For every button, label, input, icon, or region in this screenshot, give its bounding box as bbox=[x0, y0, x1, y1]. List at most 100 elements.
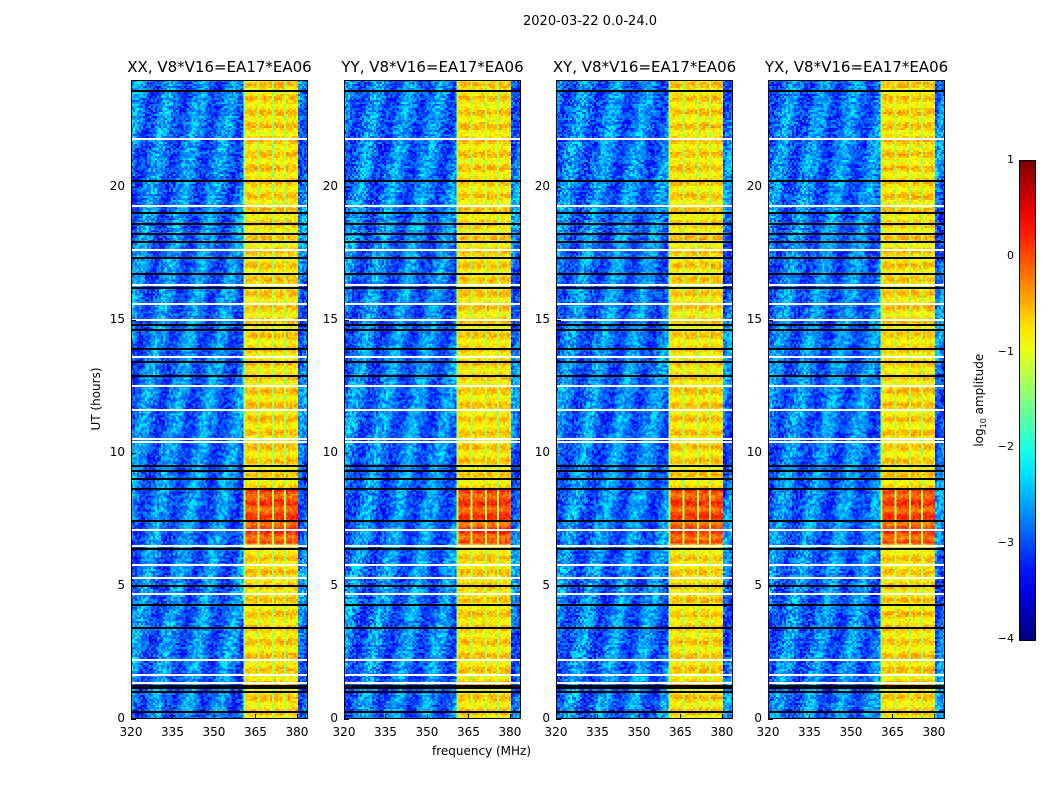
y-tick-label: 15 bbox=[109, 311, 125, 326]
data-gap-row bbox=[131, 284, 308, 286]
flagged-row bbox=[344, 180, 521, 183]
flagged-row bbox=[768, 691, 945, 694]
x-tick-mark bbox=[809, 714, 811, 719]
data-gap-row bbox=[131, 385, 308, 388]
flagged-row bbox=[344, 584, 521, 587]
colorbar-tick-label: −2 bbox=[997, 440, 1014, 454]
flagged-row bbox=[344, 233, 521, 236]
flagged-row bbox=[344, 603, 521, 606]
flagged-row bbox=[344, 273, 521, 276]
flagged-row bbox=[344, 89, 521, 92]
data-gap-row bbox=[768, 302, 945, 305]
flagged-row bbox=[344, 478, 521, 481]
flagged-row bbox=[768, 273, 945, 276]
flagged-row bbox=[768, 257, 945, 260]
y-tick-label: 10 bbox=[322, 444, 338, 459]
data-gap-row bbox=[768, 284, 945, 286]
x-tick-mark bbox=[721, 714, 723, 719]
colorbar-tick-label: −1 bbox=[997, 344, 1014, 358]
data-gap-row bbox=[131, 576, 308, 579]
flagged-row bbox=[556, 286, 733, 289]
x-tick-mark bbox=[255, 714, 257, 719]
flagged-row bbox=[768, 711, 945, 714]
flagged-row bbox=[131, 684, 308, 687]
axes-frame bbox=[768, 80, 945, 719]
flagged-row bbox=[131, 212, 308, 215]
data-gap-row bbox=[131, 409, 308, 412]
heatmap-panel: YX, V8*V16=EA17*EA06 320 335 350 365 380 0 5 10 1… bbox=[747, 58, 948, 739]
data-gap-row bbox=[131, 441, 308, 444]
flagged-row bbox=[556, 212, 733, 215]
flagged-row bbox=[768, 89, 945, 92]
y-tick-label: 5 bbox=[754, 577, 762, 592]
data-gap-row bbox=[556, 409, 733, 412]
x-tick-label: 320 bbox=[756, 725, 780, 739]
flagged-row bbox=[556, 627, 733, 630]
data-gap-row bbox=[556, 528, 733, 531]
panel-title: YY, V8*V16=EA17*EA06 bbox=[341, 58, 524, 76]
colorbar-tick-label: 1 bbox=[1007, 153, 1014, 166]
x-tick-label: 320 bbox=[119, 725, 143, 739]
y-tick-mark bbox=[768, 719, 773, 720]
y-tick-mark bbox=[768, 452, 773, 454]
y-tick-label: 0 bbox=[117, 711, 125, 725]
flagged-row bbox=[131, 627, 308, 630]
x-tick-mark bbox=[638, 714, 640, 719]
data-gap-row bbox=[768, 528, 945, 531]
flagged-row bbox=[556, 470, 733, 473]
y-tick-mark bbox=[344, 719, 349, 720]
flagged-row bbox=[768, 180, 945, 183]
y-tick-label: 0 bbox=[330, 711, 338, 725]
data-gap-row bbox=[131, 528, 308, 531]
data-gap-row bbox=[131, 659, 308, 662]
flagged-row bbox=[768, 470, 945, 473]
data-gap-row bbox=[131, 205, 308, 208]
y-tick-label: 20 bbox=[534, 178, 550, 193]
y-tick-label: 10 bbox=[746, 444, 762, 459]
flagged-row bbox=[556, 691, 733, 694]
y-tick-label: 20 bbox=[746, 178, 762, 193]
data-gap-row bbox=[556, 544, 733, 547]
flagged-row bbox=[131, 222, 308, 225]
y-tick-label: 15 bbox=[322, 311, 338, 326]
flagged-row bbox=[768, 603, 945, 606]
flagged-row bbox=[556, 180, 733, 183]
flagged-row bbox=[344, 323, 521, 326]
data-gap-row bbox=[768, 563, 945, 566]
y-tick-mark bbox=[556, 719, 561, 720]
y-tick-label: 10 bbox=[534, 444, 550, 459]
flagged-row bbox=[556, 711, 733, 714]
data-gap-row bbox=[344, 318, 521, 321]
flagged-row bbox=[768, 374, 945, 377]
data-gap-row bbox=[131, 318, 308, 321]
flagged-row bbox=[556, 329, 733, 332]
flagged-row bbox=[768, 687, 945, 690]
heatmap-panel: XX, V8*V16=EA17*EA06 320 335 350 365 380 0 5 10 1… bbox=[110, 58, 312, 739]
panel-title: YX, V8*V16=EA17*EA06 bbox=[764, 58, 949, 76]
data-gap-row bbox=[556, 682, 733, 685]
y-tick-mark bbox=[131, 585, 136, 587]
x-tick-label: 365 bbox=[457, 725, 480, 739]
x-tick-mark bbox=[385, 714, 387, 719]
data-gap-row bbox=[131, 563, 308, 566]
data-gap-row bbox=[344, 659, 521, 662]
flagged-row bbox=[131, 347, 308, 350]
data-gap-row bbox=[344, 284, 521, 286]
heatmap-image bbox=[768, 80, 945, 719]
flagged-row bbox=[131, 487, 308, 490]
flagged-row bbox=[131, 329, 308, 332]
y-tick-label: 20 bbox=[322, 178, 338, 193]
x-tick-mark bbox=[850, 714, 852, 719]
x-tick-label: 380 bbox=[922, 725, 946, 739]
x-tick-mark bbox=[468, 714, 470, 719]
data-gap-row bbox=[768, 441, 945, 444]
flagged-row bbox=[344, 329, 521, 332]
y-tick-mark bbox=[556, 452, 561, 454]
heatmap-image bbox=[131, 80, 308, 719]
data-gap-row bbox=[344, 249, 521, 252]
y-tick-mark bbox=[768, 585, 773, 587]
flagged-row bbox=[556, 547, 733, 550]
y-tick-mark bbox=[556, 186, 561, 188]
y-tick-label: 0 bbox=[754, 711, 762, 725]
data-gap-row bbox=[556, 205, 733, 208]
